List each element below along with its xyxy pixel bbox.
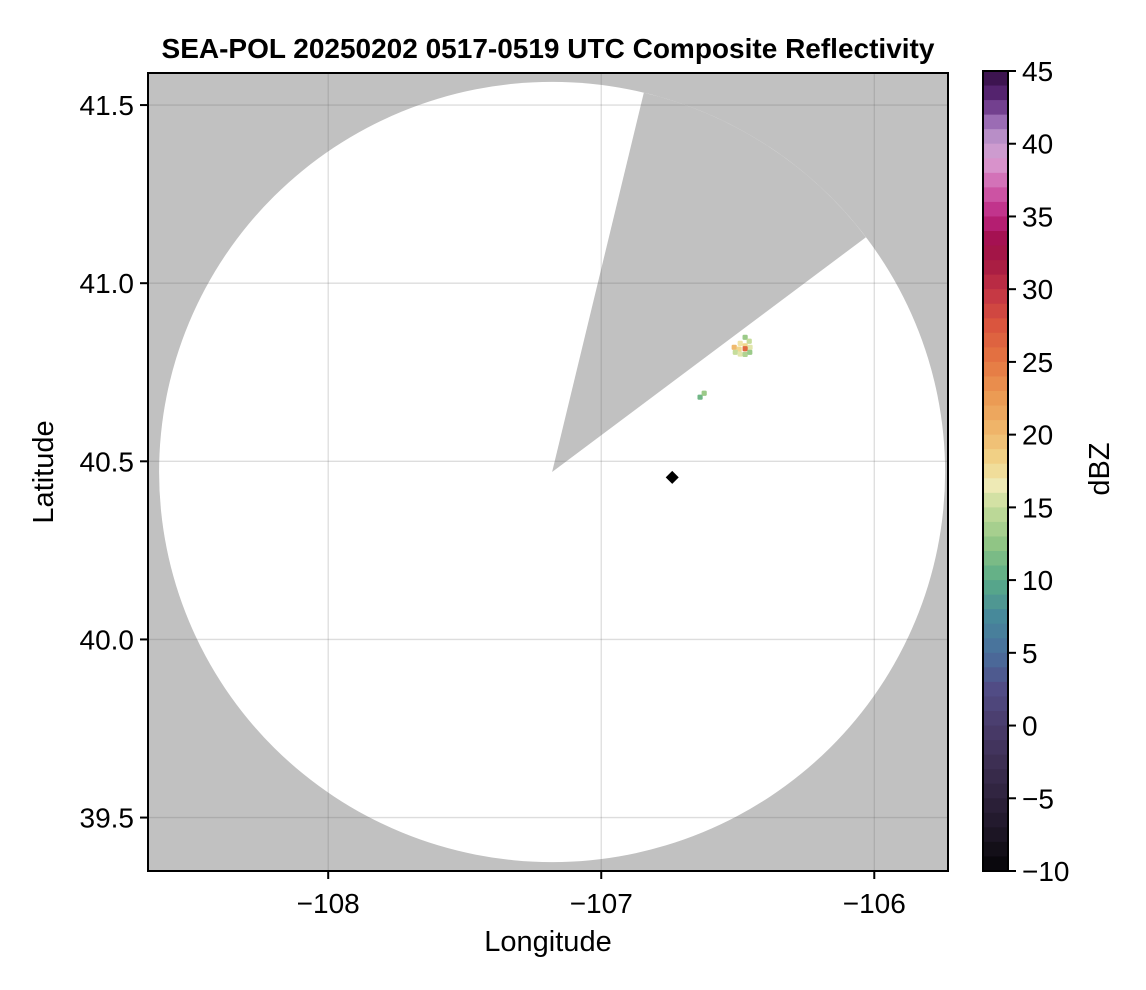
colorbar-band	[983, 260, 1008, 276]
x-tick-label: −107	[570, 888, 633, 919]
colorbar-band	[983, 798, 1008, 814]
echo-cell	[737, 351, 743, 357]
colorbar-band	[983, 667, 1008, 683]
colorbar-band	[983, 114, 1008, 130]
echo-cell	[742, 351, 748, 358]
colorbar-band	[983, 841, 1008, 858]
colorbar-band	[983, 827, 1008, 843]
colorbar-band	[983, 71, 1008, 87]
echo-cell	[747, 344, 753, 350]
echo-cell	[732, 349, 738, 355]
echo-cell	[736, 346, 742, 352]
colorbar-band	[983, 551, 1008, 567]
echo-cell	[747, 349, 753, 355]
colorbar-frame	[982, 70, 1009, 872]
colorbar-band	[983, 361, 1008, 378]
colorbar-band	[983, 740, 1008, 756]
x-axis-label: Longitude	[484, 926, 612, 958]
colorbar-band	[983, 521, 1008, 538]
echo-cell	[731, 344, 737, 350]
colorbar-band	[983, 580, 1008, 596]
colorbar-band	[983, 769, 1008, 785]
echo-cell	[742, 334, 748, 340]
colorbar-band	[983, 245, 1008, 261]
colorbar-band	[983, 725, 1008, 741]
colorbar-tick-label: 0	[1022, 711, 1038, 742]
colorbar-tick-label: −5	[1022, 783, 1054, 814]
colorbar-band	[983, 143, 1008, 159]
echo-cell	[746, 338, 752, 344]
colorbar-band	[983, 623, 1008, 639]
colorbar-band	[983, 681, 1008, 698]
colorbar-band	[983, 449, 1008, 465]
colorbar-band	[983, 652, 1008, 668]
colorbar-band	[983, 536, 1008, 552]
colorbar-band	[983, 332, 1008, 348]
colorbar-band	[983, 289, 1008, 305]
colorbar-band	[983, 391, 1008, 407]
x-tick-label: −106	[843, 888, 906, 919]
colorbar-band	[983, 754, 1008, 770]
colorbar-tick-label: 25	[1022, 347, 1053, 378]
colorbar-band	[983, 172, 1008, 188]
colorbar-band	[983, 609, 1008, 625]
colorbar-band	[983, 129, 1008, 145]
colorbar-band	[983, 231, 1008, 247]
colorbar-tick-label: 20	[1022, 420, 1053, 451]
y-tick-label: 40.5	[80, 446, 135, 477]
site-marker-diamond	[665, 470, 679, 484]
colorbar-band	[983, 783, 1008, 799]
colorbar-band	[983, 187, 1008, 203]
colorbar-tick-label: 45	[1022, 56, 1053, 87]
colorbar-tick-label: 5	[1022, 638, 1038, 669]
colorbar-band	[983, 638, 1008, 654]
colorbar-band	[983, 565, 1008, 581]
colorbar-band	[983, 318, 1008, 334]
colorbar-band	[983, 856, 1008, 872]
colorbar-band	[983, 158, 1008, 174]
echo-cell	[697, 394, 703, 400]
colorbar-tick-label: 35	[1022, 201, 1053, 232]
colorbar-band	[983, 405, 1008, 421]
y-tick-label: 39.5	[80, 803, 135, 834]
colorbar-band	[983, 463, 1008, 479]
colorbar-band	[983, 434, 1008, 450]
colorbar-band	[983, 492, 1008, 508]
y-tick-label: 41.5	[80, 90, 135, 121]
colorbar-band	[983, 594, 1008, 610]
colorbar-band	[983, 216, 1008, 232]
echo-cell	[701, 390, 707, 396]
colorbar-band	[983, 85, 1008, 101]
plot-frame	[147, 72, 949, 872]
echo-cell	[737, 340, 743, 346]
colorbar-band	[983, 420, 1008, 436]
colorbar-tick-label: −10	[1022, 856, 1070, 887]
colorbar-band	[983, 201, 1008, 218]
echo-cell	[742, 346, 748, 352]
chart-title: SEA-POL 20250202 0517-0519 UTC Composite…	[161, 33, 935, 64]
colorbar-tick-label: 40	[1022, 129, 1053, 160]
colorbar-label: dBZ	[1084, 442, 1117, 496]
colorbar-band	[983, 507, 1008, 523]
colorbar-band	[983, 274, 1008, 290]
x-tick-label: −108	[297, 888, 360, 919]
colorbar-band	[983, 347, 1008, 363]
colorbar-tick-label: 15	[1022, 492, 1053, 523]
y-tick-label: 40.0	[80, 624, 135, 655]
colorbar-band	[983, 711, 1008, 727]
colorbar-band	[983, 303, 1008, 319]
colorbar-band	[983, 812, 1008, 828]
y-axis-label: Latitude	[28, 420, 61, 524]
colorbar-tick-label: 10	[1022, 565, 1053, 596]
colorbar-tick-label: 30	[1022, 274, 1053, 305]
blocked-sector-wedge	[552, 92, 866, 472]
y-tick-label: 41.0	[80, 268, 135, 299]
colorbar-band	[983, 376, 1008, 392]
colorbar-band	[983, 100, 1008, 116]
colorbar-band	[983, 696, 1008, 712]
colorbar-band	[983, 478, 1008, 494]
